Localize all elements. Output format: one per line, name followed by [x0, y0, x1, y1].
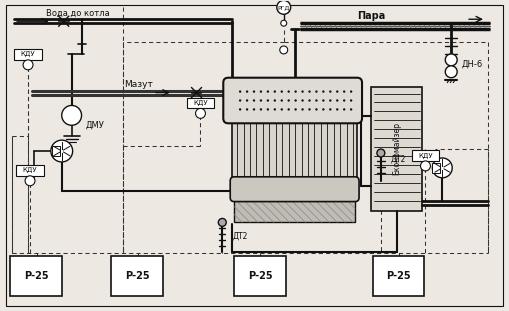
- Text: РГД: РГД: [277, 5, 290, 10]
- Text: Економайзер: Економайзер: [392, 122, 401, 175]
- Circle shape: [294, 108, 297, 111]
- Circle shape: [218, 218, 227, 226]
- Bar: [187, 98, 214, 109]
- Text: КДУ: КДУ: [418, 152, 433, 159]
- Bar: [14, 49, 42, 60]
- Circle shape: [377, 149, 385, 157]
- Text: ДТ2: ДТ2: [232, 232, 247, 241]
- Text: ДМУ: ДМУ: [86, 121, 104, 130]
- Text: Р-25: Р-25: [23, 271, 48, 281]
- Bar: [371, 87, 422, 211]
- Bar: [10, 256, 62, 296]
- Circle shape: [433, 158, 452, 178]
- Bar: [412, 150, 439, 161]
- Circle shape: [260, 99, 262, 102]
- Circle shape: [281, 20, 287, 26]
- Circle shape: [277, 0, 291, 14]
- Text: Р-25: Р-25: [386, 271, 411, 281]
- Circle shape: [62, 105, 81, 125]
- Circle shape: [239, 108, 241, 111]
- Circle shape: [301, 91, 304, 93]
- Circle shape: [195, 109, 206, 118]
- Circle shape: [329, 108, 331, 111]
- Circle shape: [420, 161, 431, 171]
- Circle shape: [267, 91, 269, 93]
- Circle shape: [336, 108, 338, 111]
- Text: Пара: Пара: [357, 11, 385, 21]
- Circle shape: [322, 91, 325, 93]
- Circle shape: [343, 108, 346, 111]
- Circle shape: [280, 108, 283, 111]
- Circle shape: [274, 108, 276, 111]
- Circle shape: [322, 99, 325, 102]
- Circle shape: [308, 99, 310, 102]
- Text: КДУ: КДУ: [21, 51, 35, 58]
- Circle shape: [329, 91, 331, 93]
- Circle shape: [274, 91, 276, 93]
- Circle shape: [336, 99, 338, 102]
- Circle shape: [294, 99, 297, 102]
- Circle shape: [301, 108, 304, 111]
- Circle shape: [301, 99, 304, 102]
- Bar: [16, 165, 44, 176]
- Bar: [433, 163, 440, 173]
- Text: КДУ: КДУ: [193, 100, 208, 106]
- FancyBboxPatch shape: [230, 177, 359, 202]
- Circle shape: [246, 99, 248, 102]
- Text: ДТ2: ДТ2: [391, 155, 406, 164]
- Circle shape: [23, 60, 33, 70]
- Text: КДУ: КДУ: [23, 167, 37, 174]
- Circle shape: [343, 91, 346, 93]
- Circle shape: [315, 108, 318, 111]
- Circle shape: [274, 99, 276, 102]
- Circle shape: [288, 91, 290, 93]
- Bar: [52, 146, 60, 156]
- Circle shape: [267, 99, 269, 102]
- Circle shape: [280, 99, 283, 102]
- Bar: [234, 196, 355, 222]
- Bar: [234, 256, 286, 296]
- Circle shape: [445, 54, 457, 66]
- Circle shape: [260, 91, 262, 93]
- Circle shape: [260, 108, 262, 111]
- Circle shape: [246, 108, 248, 111]
- FancyBboxPatch shape: [223, 78, 362, 123]
- Text: Вода до котла: Вода до котла: [46, 9, 109, 18]
- Circle shape: [253, 99, 255, 102]
- Circle shape: [253, 91, 255, 93]
- Circle shape: [336, 91, 338, 93]
- Circle shape: [253, 108, 255, 111]
- Circle shape: [322, 108, 325, 111]
- Circle shape: [350, 91, 352, 93]
- Circle shape: [329, 99, 331, 102]
- Circle shape: [239, 99, 241, 102]
- Circle shape: [294, 91, 297, 93]
- Circle shape: [308, 108, 310, 111]
- Text: ДН-6: ДН-6: [461, 59, 483, 68]
- Circle shape: [350, 108, 352, 111]
- Circle shape: [267, 108, 269, 111]
- Circle shape: [308, 91, 310, 93]
- Circle shape: [315, 91, 318, 93]
- Text: Мазут: Мазут: [125, 80, 154, 89]
- Circle shape: [343, 99, 346, 102]
- Circle shape: [288, 108, 290, 111]
- Bar: [111, 256, 163, 296]
- Circle shape: [288, 99, 290, 102]
- Circle shape: [51, 140, 73, 162]
- Circle shape: [315, 99, 318, 102]
- Bar: [232, 116, 357, 183]
- Circle shape: [280, 46, 288, 54]
- Circle shape: [280, 91, 283, 93]
- Bar: [373, 256, 425, 296]
- Text: Р-25: Р-25: [125, 271, 149, 281]
- Circle shape: [25, 176, 35, 186]
- Circle shape: [239, 91, 241, 93]
- Text: Р-25: Р-25: [248, 271, 272, 281]
- Circle shape: [445, 66, 457, 78]
- Circle shape: [350, 99, 352, 102]
- Circle shape: [246, 91, 248, 93]
